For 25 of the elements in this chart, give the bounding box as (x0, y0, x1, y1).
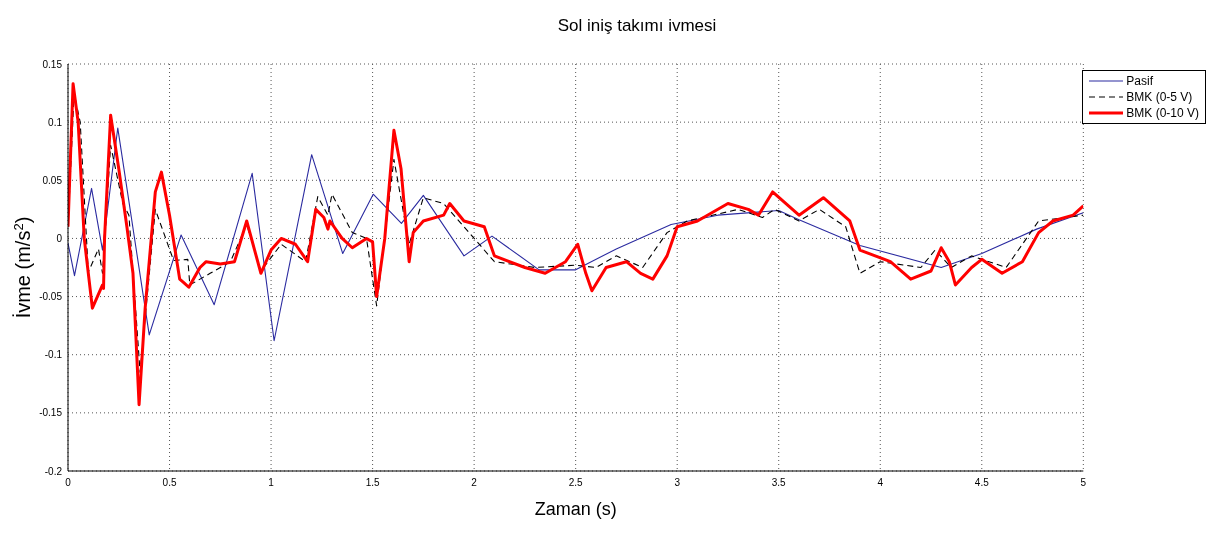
x-tick-label: 0 (65, 477, 72, 489)
x-tick-label: 1 (268, 477, 275, 489)
x-tick-label: 1.5 (365, 477, 380, 489)
legend-label: BMK (0-5 V) (1126, 90, 1193, 104)
y-tick-label: 0.05 (42, 174, 63, 186)
y-tick-label: 0 (56, 232, 63, 244)
y-tick-label: -0.2 (44, 465, 63, 477)
x-tick-label: 2 (471, 477, 478, 489)
x-axis-title: Zaman (s) (534, 499, 617, 519)
x-tick-label: 4.5 (974, 477, 990, 489)
x-tick-label: 4 (877, 477, 884, 489)
y-tick-label: -0.05 (39, 291, 63, 303)
x-tick-label: 3.5 (771, 477, 787, 489)
x-tick-label: 3 (674, 477, 681, 489)
legend-label: Pasif (1126, 74, 1153, 88)
x-tick-label: 0.5 (162, 477, 177, 489)
y-tick-label: 0.1 (48, 116, 63, 128)
y-tick-label: -0.15 (39, 407, 63, 419)
y-tick-label: -0.1 (44, 349, 63, 361)
y-tick-label: 0.15 (42, 58, 63, 70)
chart-title: Sol iniş takımı ivmesi (556, 16, 718, 36)
x-tick-label: 2.5 (568, 477, 584, 489)
x-tick-label: 5 (1080, 477, 1087, 489)
legend-label: BMK (0-10 V) (1126, 106, 1199, 120)
line-series (68, 127, 1084, 342)
